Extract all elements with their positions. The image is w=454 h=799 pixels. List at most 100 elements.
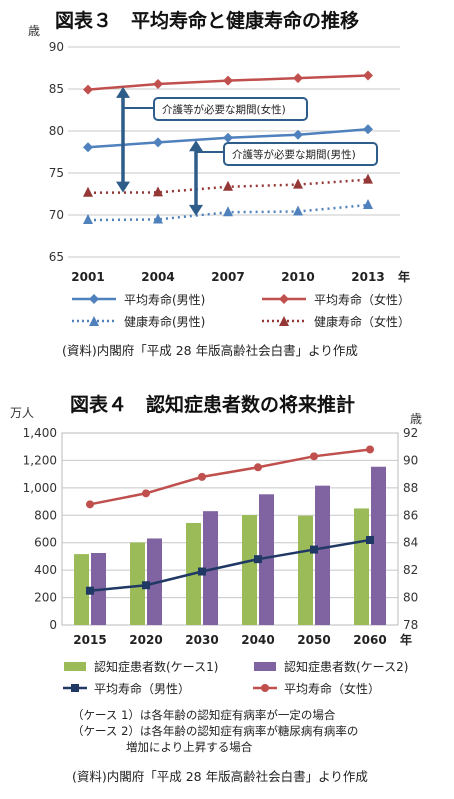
- data-point: [254, 463, 262, 472]
- legend-swatch-healthy-male: [72, 316, 116, 326]
- legend-label: 健康寿命（女性）: [314, 314, 411, 329]
- x-tick-label: 2030: [185, 633, 218, 647]
- bar: [147, 538, 162, 625]
- legend-swatch-life-male: [63, 684, 87, 692]
- y-left-tick-label: 800: [34, 508, 57, 522]
- x-unit-label: 年: [400, 632, 412, 647]
- data-point: [86, 500, 94, 509]
- figure4-legend: 認知症患者数(ケース1) 認知症患者数(ケース2) 平均寿命（男性） 平均寿命（…: [62, 655, 442, 699]
- x-tick-label: 2010: [281, 270, 314, 284]
- figure4-title: 図表４ 認知症患者数の将来推計: [70, 394, 356, 416]
- arrow-head: [189, 204, 203, 216]
- y-right-tick-label: 78: [403, 618, 418, 632]
- data-point: [366, 445, 374, 454]
- bar: [74, 554, 89, 625]
- plot-frame: [61, 432, 399, 626]
- legend-label: 平均寿命（男性）: [94, 681, 191, 696]
- figure4-chart: 0 200 400 600 800 1,000 1,200 1,400 78 80 82 84 86 88…: [23, 426, 419, 647]
- legend-swatch-avg-female: [262, 294, 306, 304]
- x-tick-label: 2013: [351, 270, 384, 284]
- figure3-legend: 平均寿命(男性) 平均寿命（女性） 健康寿命(男性) 健康寿命（女性）: [70, 288, 450, 332]
- legend-label: 平均寿命（女性）: [284, 681, 381, 696]
- data-point: [83, 186, 93, 197]
- legend-item-avg-male: 平均寿命(男性): [70, 291, 260, 308]
- data-point: [363, 70, 373, 81]
- legend-label: 認知症患者数(ケース1): [94, 659, 219, 674]
- legend-label: 平均寿命（女性）: [314, 292, 411, 307]
- data-point: [293, 178, 303, 189]
- y-left-tick-label: 200: [34, 591, 57, 605]
- bar: [371, 466, 386, 625]
- x-tick-label: 2060: [353, 633, 386, 647]
- y-right-tick-label: 88: [403, 481, 418, 495]
- y-left-tick-label: 1,200: [23, 453, 57, 467]
- data-point: [83, 84, 93, 95]
- data-point: [310, 545, 318, 554]
- figure4-note-3: 増加により上昇する場合: [126, 740, 253, 754]
- legend-item-healthy-male: 健康寿命(男性): [70, 313, 260, 330]
- y-tick-label: 70: [49, 208, 64, 222]
- bar: [315, 485, 330, 625]
- y-left-tick-label: 400: [34, 563, 57, 577]
- x-tick-label: 2050: [297, 633, 330, 647]
- legend-item-life-male: 平均寿命（男性）: [62, 680, 252, 697]
- figure3-source: (資料)内閣府「平成 28 年版高齢社会白書」より作成: [62, 343, 358, 358]
- data-point: [198, 567, 206, 576]
- data-point: [363, 124, 373, 135]
- data-point: [293, 205, 303, 216]
- legend-swatch-healthy-female: [262, 316, 306, 326]
- data-point: [363, 173, 373, 184]
- legend-item-life-female: 平均寿命（女性）: [252, 680, 442, 697]
- legend-item-healthy-female: 健康寿命（女性）: [260, 313, 450, 330]
- legend-label: 平均寿命(男性): [124, 292, 206, 307]
- legend-swatch-avg-male: [72, 294, 116, 304]
- annotation-female: 介護等が必要な期間(女性): [162, 103, 286, 116]
- series-line: [89, 448, 371, 506]
- data-point: [310, 452, 318, 461]
- data-point: [86, 586, 94, 595]
- data-point: [153, 213, 163, 224]
- y-tick-label: 80: [49, 124, 64, 138]
- data-point: [293, 129, 303, 140]
- y-right-tick-label: 86: [403, 508, 418, 522]
- x-tick-label: 2007: [211, 270, 244, 284]
- x-tick-label: 2020: [129, 633, 162, 647]
- data-point: [153, 186, 163, 197]
- figure4-note-1: （ケース 1）は各年齢の認知症有病率が一定の場合: [72, 708, 336, 722]
- x-unit-label: 年: [398, 269, 410, 284]
- y-right-tick-label: 80: [403, 591, 418, 605]
- legend-swatch-life-female: [253, 684, 277, 692]
- bar: [242, 515, 257, 625]
- y-left-tick-label: 1,000: [23, 481, 57, 495]
- legend-label: 健康寿命(男性): [124, 314, 206, 329]
- y-left-tick-label: 0: [49, 618, 57, 632]
- bar: [259, 494, 274, 625]
- annotation-male: 介護等が必要な期間(男性): [232, 148, 356, 161]
- bar: [354, 508, 369, 625]
- y-right-tick-label: 90: [403, 453, 418, 467]
- data-point: [223, 180, 233, 191]
- data-point: [83, 142, 93, 153]
- data-point: [223, 132, 233, 143]
- data-point: [153, 137, 163, 148]
- legend-label: 認知症患者数(ケース2): [284, 659, 409, 674]
- data-point: [142, 581, 150, 590]
- legend-item-case2: 認知症患者数(ケース2): [252, 658, 442, 675]
- data-point: [198, 472, 206, 481]
- series-line: [89, 538, 371, 592]
- arrow-head: [116, 181, 130, 193]
- y-left-tick-label: 1,400: [23, 426, 57, 440]
- y-tick-label: 75: [49, 166, 64, 180]
- arrow-head: [189, 140, 203, 152]
- figure4-source: (資料)内閣府「平成 28 年版高齢社会白書」より作成: [72, 769, 368, 784]
- legend-swatch-case2: [254, 662, 276, 671]
- x-tick-label: 2040: [241, 633, 274, 647]
- bar: [130, 542, 145, 625]
- y-tick-label: 85: [49, 82, 64, 96]
- x-tick-label: 2015: [73, 633, 106, 647]
- figure4-note-2: （ケース 2）は各年齢の認知症有病率が糖尿病有病率の: [72, 724, 359, 738]
- figure4-y-unit-left: 万人: [10, 406, 35, 420]
- y-tick-label: 65: [49, 250, 64, 264]
- data-point: [223, 206, 233, 217]
- callout-box: [153, 97, 308, 121]
